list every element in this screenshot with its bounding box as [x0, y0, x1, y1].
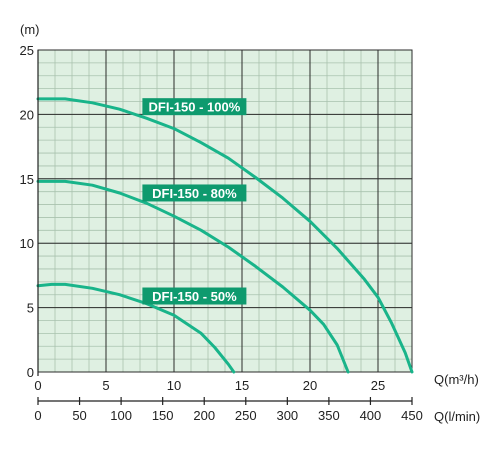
x2-tick-label: 450 [401, 408, 423, 423]
x2-tick-label: 350 [318, 408, 340, 423]
y-tick-label: 0 [27, 365, 34, 380]
y-tick-label: 25 [20, 43, 34, 58]
series-label-bg [142, 184, 247, 202]
series-label-bg [142, 287, 247, 305]
x-tick-label: 0 [34, 378, 41, 393]
series-line [36, 179, 350, 374]
x-tick-label: 25 [371, 378, 385, 393]
series-line [36, 97, 414, 374]
x2-tick-label: 200 [193, 408, 215, 423]
x2-tick-label: 0 [34, 408, 41, 423]
x-tick-label: 5 [102, 378, 109, 393]
y-tick-label: 10 [20, 236, 34, 251]
x-axis-unit: Q(m³/h) [434, 372, 479, 387]
x2-tick-label: 400 [360, 408, 382, 423]
series-label: DFI-150 - 100% [149, 100, 241, 115]
series-label: DFI-150 - 80% [152, 186, 237, 201]
y-axis-unit: (m) [20, 22, 40, 37]
series-labels: DFI-150 - 100% DFI-150 - 80% DFI-150 - 50% [142, 98, 247, 305]
x-tick-label: 10 [167, 378, 181, 393]
x2-tick-label: 300 [276, 408, 298, 423]
x2-tick-label: 100 [110, 408, 132, 423]
x2-axis-unit: Q(l/min) [434, 409, 480, 424]
y-tick-label: 20 [20, 107, 34, 122]
series-label: DFI-150 - 50% [152, 289, 237, 304]
x2-tick-label: 250 [235, 408, 257, 423]
y-tick-label: 5 [27, 301, 34, 316]
x-tick-label: 20 [303, 378, 317, 393]
y-tick-label: 15 [20, 172, 34, 187]
axes [37, 50, 413, 405]
x2-tick-label: 150 [152, 408, 174, 423]
x2-tick-label: 50 [72, 408, 86, 423]
series-label-bg [142, 98, 247, 116]
x-tick-label: 15 [235, 378, 249, 393]
